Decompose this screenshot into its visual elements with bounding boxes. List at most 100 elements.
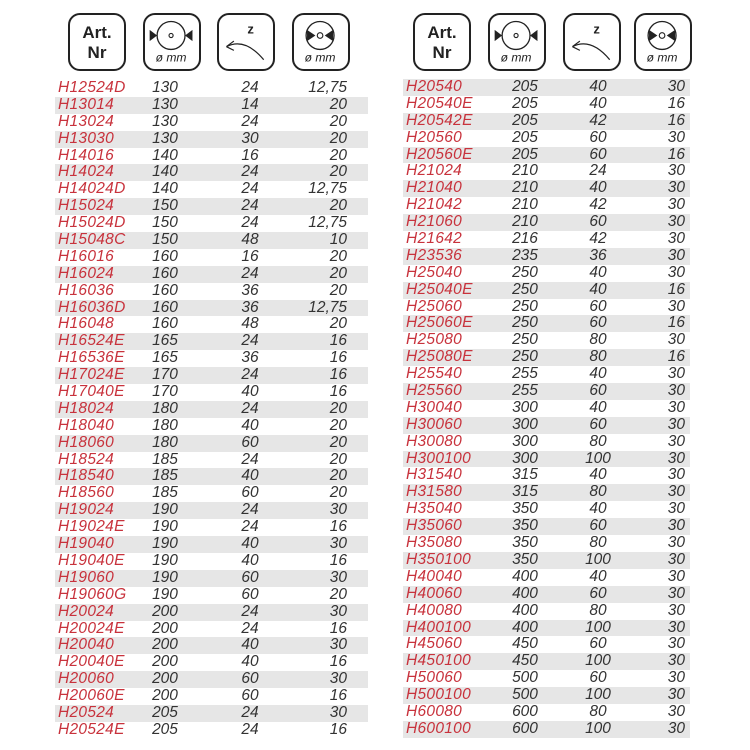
blade-diameter: 216 [512, 230, 538, 248]
teeth-count: 40 [589, 398, 607, 416]
teeth-count: 24 [241, 450, 259, 468]
article-number: H16524E [58, 332, 125, 350]
blade-diameter: 250 [512, 331, 538, 349]
article-number: H40060 [406, 584, 463, 602]
teeth-count: 24 [241, 163, 259, 181]
article-number: H19040 [58, 535, 115, 553]
teeth-count: 60 [589, 314, 607, 332]
blade-diameter: 450 [512, 635, 538, 653]
blade-diameter: 160 [152, 315, 178, 333]
article-number: H20024 [58, 602, 115, 620]
art-nr-header: Art. Nr [68, 13, 126, 71]
svg-text:ø mm: ø mm [156, 51, 187, 65]
teeth-count: 42 [589, 230, 607, 248]
teeth-count: 24 [241, 602, 259, 620]
table-row: H20540 205 40 30 [403, 78, 690, 96]
teeth-count: 80 [589, 331, 607, 349]
table-row: H500100 500 100 30 [403, 686, 690, 704]
blade-diameter: 400 [512, 601, 538, 619]
bore-diameter: 30 [667, 601, 685, 619]
table-row: H21040 210 40 30 [403, 179, 690, 198]
blade-diameter: 150 [152, 214, 178, 232]
table-row: H300100 300 100 30 [403, 449, 690, 468]
table-row: H35040 350 40 30 [403, 500, 690, 518]
teeth-count: 100 [585, 686, 611, 704]
blade-diameter: 130 [152, 79, 178, 96]
bore-diameter: 20 [329, 163, 347, 181]
article-number: H400100 [406, 618, 472, 636]
blade-diameter: 300 [512, 449, 538, 467]
blade-diameter: 210 [512, 196, 538, 214]
teeth-count: 60 [589, 213, 607, 231]
nr-label: Nr [432, 43, 452, 62]
svg-text:ø mm: ø mm [501, 51, 532, 65]
teeth-count: 60 [589, 145, 607, 163]
table-row: H15048C 150 48 10 [55, 231, 368, 249]
table-row: H18024 180 24 20 [55, 400, 368, 418]
table-row: H13024 130 24 20 [55, 113, 368, 131]
teeth-count: 24 [241, 214, 259, 232]
bore-diameter: 20 [329, 95, 347, 113]
blade-diameter: 315 [512, 483, 538, 501]
teeth-count: 80 [589, 483, 607, 501]
teeth-count: 60 [589, 635, 607, 653]
blade-diameter: 450 [512, 652, 538, 670]
article-number: H450100 [406, 652, 472, 670]
teeth-count: 100 [585, 719, 611, 737]
art-nr-header: Art. Nr [413, 13, 471, 71]
table-row: H20524E 205 24 16 [55, 721, 368, 739]
table-row: H20560 205 60 30 [403, 129, 690, 147]
bore-diameter: 20 [329, 146, 347, 164]
bore-diameter: 16 [667, 348, 685, 366]
bore-diameter: 16 [329, 349, 347, 367]
table-row: H30040 300 40 30 [403, 398, 690, 417]
article-number: H20060E [58, 687, 125, 705]
teeth-count: 60 [589, 669, 607, 687]
bore-diameter: 30 [667, 365, 685, 383]
teeth-count: 24 [241, 703, 259, 721]
table-row: H21024 210 24 30 [403, 163, 690, 180]
blade-diameter: 350 [512, 550, 538, 568]
svg-text:z: z [593, 22, 600, 37]
bore-diameter: 30 [667, 179, 685, 197]
table-row: H20040 200 40 30 [55, 636, 368, 655]
svg-text:ø mm: ø mm [305, 51, 336, 65]
teeth-count: 48 [241, 315, 259, 333]
blade-diameter: 250 [512, 263, 538, 281]
teeth-count: 60 [589, 584, 607, 602]
table-row: H25060 250 60 30 [403, 298, 690, 316]
blade-diameter: 185 [152, 467, 178, 485]
article-number: H18560 [58, 484, 115, 502]
table-row: H18524 185 24 20 [55, 450, 368, 469]
bore-diameter: 16 [667, 145, 685, 163]
bore-diameter: 30 [329, 703, 347, 721]
table-row: H20024 200 24 30 [55, 602, 368, 621]
table-row: H15024 150 24 20 [55, 197, 368, 216]
blade-diameter: 205 [512, 145, 538, 163]
blade-diameter: 205 [152, 703, 178, 721]
table-row: H16036 160 36 20 [55, 282, 368, 300]
article-number: H45060 [406, 635, 463, 653]
blade-diameter: 300 [512, 398, 538, 416]
blade-diameter: 140 [152, 146, 178, 164]
article-number: H25560 [406, 382, 463, 400]
bore-diameter: 30 [667, 382, 685, 400]
table-row: H60080 600 80 30 [403, 702, 690, 721]
bore-diameter: 30 [667, 78, 685, 95]
blade-diameter: 600 [512, 702, 538, 720]
teeth-count: 36 [589, 246, 607, 264]
blade-diameter: 170 [152, 366, 178, 384]
table-row: H19060G 190 60 20 [55, 585, 368, 604]
table-row: H16024 160 24 20 [55, 265, 368, 283]
bore-diameter: 30 [667, 686, 685, 704]
teeth-count: 60 [241, 670, 259, 688]
teeth-count: 24 [241, 619, 259, 637]
bore-diameter: 30 [667, 230, 685, 248]
teeth-count: 80 [589, 432, 607, 450]
teeth-count: 80 [589, 702, 607, 720]
teeth-count: 60 [241, 585, 259, 603]
article-number: H19024 [58, 501, 115, 519]
bore-diameter: 30 [667, 246, 685, 264]
blade-diameter: 200 [152, 602, 178, 620]
blade-diameter: 255 [512, 382, 538, 400]
